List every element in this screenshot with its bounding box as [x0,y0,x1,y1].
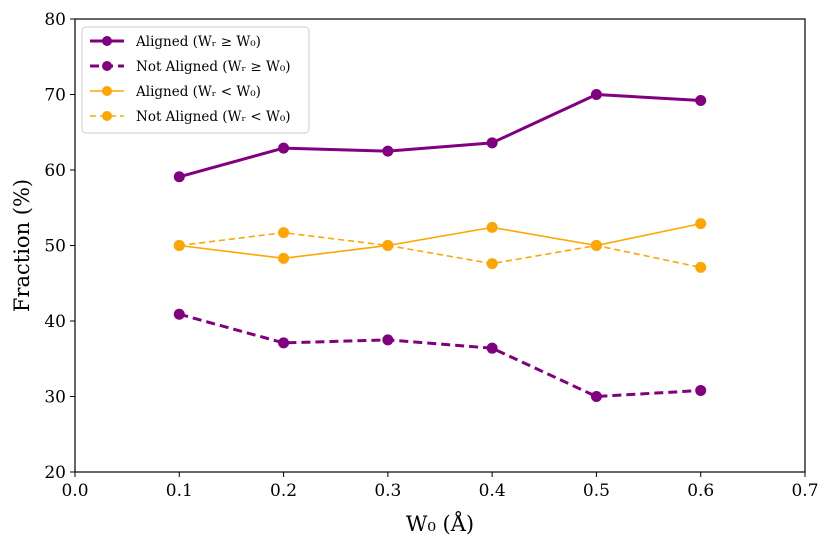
legend-swatch-marker [102,61,112,71]
series-0-point [590,89,602,100]
legend-label: Aligned (Wᵣ ≥ W₀) [135,34,261,50]
series-3-point [590,240,602,251]
x-tick-label: 0.7 [791,481,818,501]
x-tick-label: 0.4 [479,481,506,501]
x-tick-label: 0.3 [374,481,401,501]
legend-box [81,26,310,134]
series-2-point [486,221,498,233]
plot-layer [173,89,707,402]
legend-swatch-marker [102,36,112,46]
series-0-point [695,95,707,107]
ticks-layer: 0.0 0.1 0.2 0.3 0.4 0.5 0.6 0.7 20 30 40 50 60 70 80 [44,10,818,501]
x-tick-label: 0.0 [61,481,88,501]
y-tick-label: 30 [44,388,66,408]
series-1-point [278,337,290,349]
series-1-point [695,384,707,396]
legend: Aligned (Wᵣ ≥ W₀) Not Aligned (Wᵣ ≥ W₀) Al… [81,26,310,134]
series-line-1 [178,312,701,398]
x-tick-label: 0.1 [166,481,193,501]
legend-label: Not Aligned (Wᵣ ≥ W₀) [136,59,291,75]
series-1-point [590,391,602,402]
y-tick-label: 20 [44,463,66,483]
y-tick-label: 60 [44,161,66,181]
series-3-point [486,258,498,270]
x-tick-label: 0.2 [270,481,297,501]
y-tick-label: 50 [44,237,66,257]
series-3-point [173,240,185,251]
x-tick-label: 0.5 [583,481,610,501]
y-tick-label: 80 [44,10,66,30]
series-0-point [382,145,394,157]
series-2-point [695,218,707,230]
series-line-0 [178,93,701,179]
legend-label: Aligned (Wᵣ < W₀) [135,84,261,100]
series-line-3 [179,231,701,269]
series-3-point [382,240,394,251]
legend-label: Not Aligned (Wᵣ < W₀) [136,109,291,125]
series-0-point [486,137,498,149]
y-tick-label: 70 [44,86,66,106]
series-line-2 [179,222,701,260]
y-axis-label: Fraction (%) [10,179,34,312]
series-1-point [382,334,394,346]
series-3-point [695,261,707,273]
x-axis-label: W₀ (Å) [406,511,474,536]
legend-swatch-marker [102,86,112,96]
series-0-point [173,171,185,183]
series-1-point [173,308,185,320]
series-1-point [486,342,498,354]
y-tick-label: 40 [44,312,66,332]
legend-swatch-marker [102,111,112,121]
series-2-point [278,252,290,264]
series-3-point [278,227,290,239]
series-0-point [278,142,290,154]
x-tick-label: 0.6 [687,481,714,501]
